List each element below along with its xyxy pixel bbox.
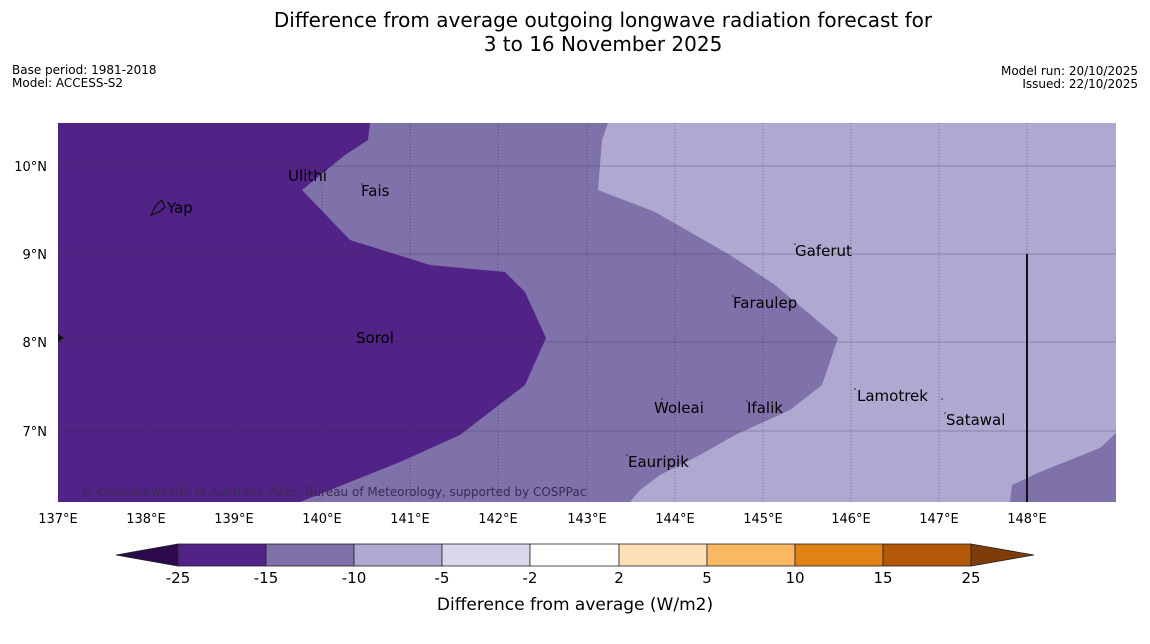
lon-axis-labels: 137°E 138°E 139°E 140°E 141°E 142°E 143°… xyxy=(38,512,1047,527)
place-ulithi: Ulithi xyxy=(288,167,327,185)
lon-label-139e: 139°E xyxy=(214,512,254,527)
lon-label-146e: 146°E xyxy=(831,512,871,527)
lon-label-145e: 145°E xyxy=(743,512,783,527)
place-labels: Yap Ulithi Fais Gaferut Faraulep Sorol L… xyxy=(166,167,1005,471)
map-area: Yap Ulithi Fais Gaferut Faraulep Sorol L… xyxy=(58,123,1116,502)
lon-gridlines xyxy=(145,123,1028,502)
place-sorol: Sorol xyxy=(356,329,394,347)
colorbar-segment-9 xyxy=(882,543,972,567)
model-run: Model run: 20/10/2025 xyxy=(1000,64,1138,78)
lon-label-137e: 137°E xyxy=(38,512,78,527)
colorbar-tick-9: 15 xyxy=(873,569,892,587)
colorbar-tick-2: -15 xyxy=(254,569,279,587)
lon-label-138e: 138°E xyxy=(126,512,166,527)
yap-island-outline xyxy=(149,198,166,217)
place-lamotrek: Lamotrek xyxy=(857,387,928,405)
place-faraulep: Faraulep xyxy=(733,294,797,312)
lon-label-147e: 147°E xyxy=(919,512,959,527)
place-gaferut: Gaferut xyxy=(795,242,852,260)
colorbar-tick-8: 10 xyxy=(785,569,804,587)
colorbar-segment-6 xyxy=(618,543,708,567)
lon-label-143e: 143°E xyxy=(567,512,607,527)
place-fais: Fais xyxy=(361,182,390,200)
place-ifalik: Ifalik xyxy=(747,399,783,417)
colorbar-segment-1 xyxy=(177,543,267,567)
colorbar-tick-1: -25 xyxy=(166,569,191,587)
model-name: Model: ACCESS-S2 xyxy=(12,76,124,90)
lon-label-148e: 148°E xyxy=(1007,512,1047,527)
lon-label-141e: 141°E xyxy=(390,512,430,527)
colorbar-tick-6: 2 xyxy=(614,569,624,587)
place-yap: Yap xyxy=(166,199,193,217)
meta-right: Model run: 20/10/2025 Issued: 22/10/2025 xyxy=(1001,65,1138,91)
map-edge-marker xyxy=(58,334,64,342)
lon-label-142e: 142°E xyxy=(478,512,518,527)
lat-label-7n: 7°N xyxy=(23,425,48,440)
place-eauripik: Eauripik xyxy=(628,453,689,471)
colorbar-label: Difference from average (W/m2) xyxy=(437,595,713,615)
lat-label-9n: 9°N xyxy=(23,248,48,263)
colorbar-segment-5 xyxy=(529,543,620,567)
colorbar-segment-8 xyxy=(794,543,884,567)
island-dots xyxy=(303,167,946,456)
colorbar-tick-3: -10 xyxy=(342,569,367,587)
lat-axis-labels: 10°N 9°N 8°N 7°N xyxy=(14,160,47,440)
meta-left: Base period: 1981-2018 Model: ACCESS-S2 xyxy=(12,64,157,90)
title-line-2: 3 to 16 November 2025 xyxy=(483,32,723,56)
map-title: Difference from average outgoing longwav… xyxy=(0,8,1150,56)
colorbar-tick-5: -2 xyxy=(523,569,538,587)
lat-label-8n: 8°N xyxy=(23,336,48,351)
colorbar-arrow-left xyxy=(115,543,179,567)
colorbar-segment-7 xyxy=(706,543,796,567)
lon-label-144e: 144°E xyxy=(655,512,695,527)
colorbar-ticks: -25 -15 -10 -5 -2 2 5 10 15 25 xyxy=(166,569,981,587)
band-minus15-to-minus10-southeast xyxy=(1010,433,1116,502)
colorbar-tick-7: 5 xyxy=(702,569,712,587)
band-minus25-to-minus15 xyxy=(58,123,546,502)
colorbar-segment-3 xyxy=(353,543,443,567)
place-woleai: Woleai xyxy=(654,399,704,417)
place-satawal: Satawal xyxy=(946,411,1005,429)
lat-label-10n: 10°N xyxy=(14,160,47,175)
colorbar-segment-4 xyxy=(441,543,531,567)
copyright-notice: © Commonwealth of Australia 2025, Bureau… xyxy=(81,485,586,499)
colorbar-tick-10: 25 xyxy=(961,569,980,587)
title-line-1: Difference from average outgoing longwav… xyxy=(273,8,933,32)
colorbar-arrow-right xyxy=(970,543,1035,567)
base-period: Base period: 1981-2018 xyxy=(12,63,157,77)
colorbar-segment-2 xyxy=(265,543,355,567)
lon-label-140e: 140°E xyxy=(302,512,342,527)
colorbar xyxy=(115,543,1035,567)
colorbar-tick-4: -5 xyxy=(435,569,450,587)
issued-date: Issued: 22/10/2025 xyxy=(1022,77,1138,91)
